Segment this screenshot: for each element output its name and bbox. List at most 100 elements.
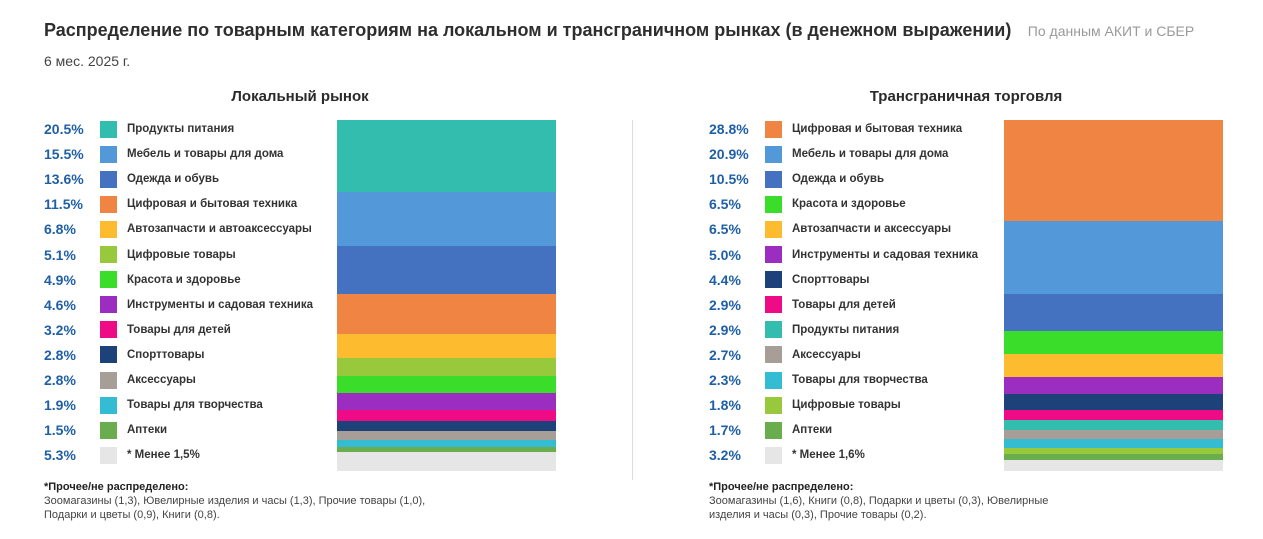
legend-swatch [765,371,782,389]
bar-segment [337,430,556,441]
category-label: Цифровые товары [792,399,901,412]
share-value: 28.8% [709,121,749,137]
bar-segment [1004,447,1223,454]
category-label: Товары для детей [792,298,896,311]
share-value: 1.8% [709,397,741,414]
local-footnote: *Прочее/не распределено: Зоомагазины (1,… [44,480,444,522]
bar-segment [337,452,556,471]
bar-segment [337,376,556,394]
legend-row: 5.3% * Менее 1,5% [44,445,200,465]
bar-segment [337,120,556,192]
bar-segment [1004,439,1223,448]
legend-swatch [100,296,117,314]
bar-segment [337,440,556,448]
category-label: Красота и здоровье [792,198,906,211]
bar-segment [1004,353,1223,377]
category-label: Аксессуары [792,348,861,361]
legend-swatch [100,271,117,289]
category-label: Одежда и обувь [792,173,885,186]
share-value: 2.7% [709,346,741,363]
category-label: Товары для творчества [127,399,263,412]
bar-segment [337,246,556,295]
category-label: Продукты питания [127,123,235,135]
category-label: Цифровые товары [127,248,236,261]
share-value: 20.5% [44,121,84,137]
bar-segment [1004,294,1223,332]
bar-segment [337,294,556,335]
bar-segment [1004,453,1223,460]
share-value: 5.3% [44,447,76,464]
category-label: Товары для творчества [792,374,928,386]
share-value: 20.9% [709,146,749,163]
bar-segment [1004,409,1223,420]
bar-segment [337,420,556,431]
legend-row: 1.9% Товары для творчества [44,395,263,415]
legend-row: 10.5% Одежда и обувь [709,169,884,189]
share-value: 10.5% [709,171,749,188]
category-label: Аптеки [792,424,833,437]
share-value: 4.4% [709,271,741,288]
share-value: 11.5% [44,196,83,213]
legend-swatch [765,446,782,464]
legend-row: 3.2% * Менее 1,6% [709,445,865,465]
bar-segment [337,393,556,410]
share-value: 13.6% [44,171,84,188]
legend-swatch [765,321,782,339]
share-value: 2.8% [44,372,76,388]
share-value: 6.8% [44,221,76,238]
legend-swatch [100,321,117,339]
bar-segment [337,447,556,453]
category-label: Мебель и товары для дома [127,148,284,161]
share-value: 1.5% [44,422,76,439]
legend-swatch [765,396,782,414]
panel-divider [632,120,633,480]
legend-row: 2.9% Продукты питания [709,320,899,340]
legend-swatch [100,446,117,464]
bar-segment [1004,376,1223,395]
category-label: Автозапчасти и аксессуары [792,223,952,236]
share-value: 3.2% [44,321,76,338]
page-title: Распределение по товарным категориям на … [44,20,1012,40]
legend-row: 4.4% Спорттовары [709,270,869,290]
share-value: 15.5% [44,146,84,163]
legend-row: 2.3% Товары для творчества [709,370,928,390]
legend-swatch [100,371,117,389]
source-note: По данным АКИТ и СБЕР [1027,23,1195,39]
header: Распределение по товарным категориям на … [44,20,1194,41]
bar-segment [1004,429,1223,440]
category-label: Мебель и товары для дома [792,148,949,161]
share-value: 3.2% [709,447,741,464]
legend-row: 2.9% Товары для детей [709,295,896,315]
category-label: Аксессуары [127,374,196,386]
local-footnote-text: Зоомагазины (1,3), Ювелирные изделия и ч… [44,495,426,521]
bar-segment [337,409,556,421]
legend-row: 20.9% Мебель и товары для дома [709,144,948,164]
legend-swatch [100,195,117,213]
bar-segment [337,334,556,359]
category-label: Спорттовары [792,273,870,286]
legend-row: 2.8% Спорттовары [44,345,204,365]
share-value: 4.6% [44,296,76,313]
bar-segment [1004,459,1223,471]
legend-swatch [100,346,117,364]
bar-segment [1004,220,1223,295]
category-label: Товары для детей [127,323,231,336]
category-label: Одежда и обувь [127,173,220,186]
share-value: 5.0% [709,246,741,263]
legend-swatch [765,220,782,238]
legend-swatch [765,246,782,263]
legend-row: 1.8% Цифровые товары [709,395,901,415]
legend-row: 3.2% Товары для детей [44,320,231,340]
legend-swatch [765,170,782,188]
share-value: 1.7% [709,422,741,439]
share-value: 5.1% [44,246,76,263]
legend-row: 2.8% Аксессуары [44,370,196,390]
legend-swatch [765,120,782,138]
category-label: Инструменты и садовая техника [127,298,314,311]
legend-row: 2.7% Аксессуары [709,345,861,365]
legend-row: 1.5% Аптеки [44,420,167,440]
share-value: 2.9% [709,296,741,313]
legend-row: 5.0% Инструменты и садовая техника [709,245,978,265]
legend-swatch [765,271,782,289]
local-panel-title: Локальный рынок [231,88,369,105]
